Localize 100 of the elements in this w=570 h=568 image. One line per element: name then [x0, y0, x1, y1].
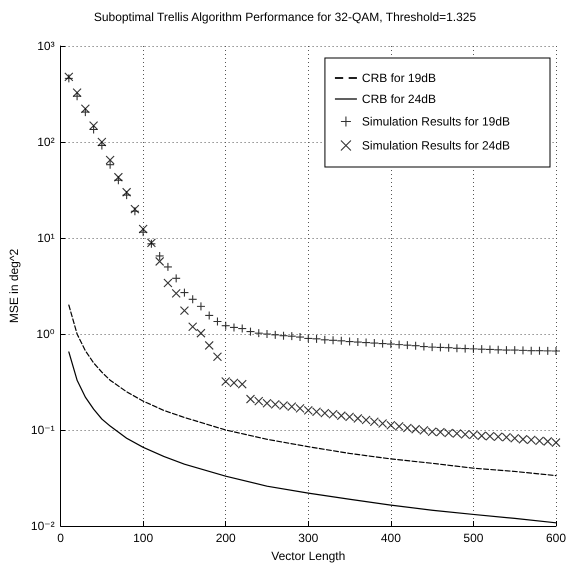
point [163, 262, 172, 272]
point [130, 206, 140, 216]
point [353, 414, 362, 423]
point [444, 428, 454, 438]
point [304, 406, 313, 415]
point [510, 346, 520, 355]
point [502, 346, 512, 355]
x-tick-label: 0 [57, 531, 64, 545]
point [411, 424, 420, 434]
point [312, 407, 322, 416]
point [494, 432, 503, 442]
point [163, 278, 172, 288]
point [394, 422, 404, 431]
point [518, 346, 528, 355]
point [221, 376, 230, 386]
y-tick-label: 10⁻¹ [30, 423, 55, 437]
point [155, 256, 164, 266]
point [97, 137, 106, 147]
point [362, 415, 371, 425]
point [485, 344, 494, 354]
point [196, 328, 206, 338]
point [370, 417, 379, 426]
point [138, 224, 148, 234]
point [386, 340, 396, 349]
point [320, 408, 330, 418]
point [494, 345, 503, 354]
point [345, 336, 354, 346]
point [386, 420, 396, 430]
point [312, 334, 322, 344]
point [246, 394, 256, 404]
point [477, 344, 486, 354]
point [138, 228, 148, 237]
point [543, 436, 552, 446]
point [180, 288, 189, 298]
line-series [68, 304, 557, 476]
point [80, 108, 90, 117]
point [254, 396, 264, 406]
point [328, 410, 338, 419]
point [502, 432, 512, 442]
x-tick-label: 400 [380, 531, 402, 545]
point [114, 172, 123, 182]
point [534, 436, 544, 446]
point [188, 294, 198, 304]
point [336, 336, 346, 346]
point [262, 398, 272, 408]
point [370, 338, 379, 348]
point [80, 104, 90, 114]
point [238, 380, 247, 389]
point [394, 340, 404, 350]
point [336, 411, 346, 420]
legend-label: CRB for 19dB [362, 71, 436, 85]
point [238, 324, 247, 334]
point [295, 332, 305, 342]
point [188, 322, 198, 332]
point [436, 428, 445, 437]
x-tick-label: 600 [546, 531, 566, 545]
point [72, 92, 82, 101]
point [155, 251, 164, 261]
y-axis-title: MSE in deg^2 [7, 248, 21, 324]
point [419, 342, 428, 352]
point [402, 423, 412, 433]
point [378, 418, 388, 428]
point [534, 346, 544, 356]
point [204, 340, 214, 350]
point [89, 121, 98, 130]
point [468, 344, 478, 354]
point [411, 341, 420, 350]
point [97, 140, 106, 150]
x-axis-title: Vector Length [271, 549, 346, 563]
point [444, 343, 454, 352]
point [246, 327, 256, 336]
point [510, 434, 520, 443]
point [468, 430, 478, 440]
point [172, 288, 181, 298]
x-tick-label: 200 [216, 531, 236, 545]
y-tick-label: 10⁰ [36, 327, 55, 341]
point [477, 431, 486, 440]
point [460, 430, 470, 439]
point [229, 378, 239, 388]
point [436, 342, 445, 352]
point [204, 310, 214, 320]
point [122, 188, 132, 197]
point [460, 344, 470, 354]
point [106, 155, 115, 165]
point [172, 274, 181, 283]
point [526, 346, 536, 356]
y-tick-label: 10² [37, 135, 55, 149]
point [270, 330, 280, 340]
point [122, 190, 132, 200]
point [262, 329, 272, 339]
point [543, 346, 552, 356]
point [378, 339, 388, 348]
point [72, 88, 82, 98]
y-tick-label: 10³ [37, 39, 55, 53]
point [221, 321, 230, 330]
point [287, 402, 296, 412]
point [452, 428, 462, 438]
point [114, 176, 123, 185]
point [402, 340, 412, 350]
point [130, 204, 140, 214]
